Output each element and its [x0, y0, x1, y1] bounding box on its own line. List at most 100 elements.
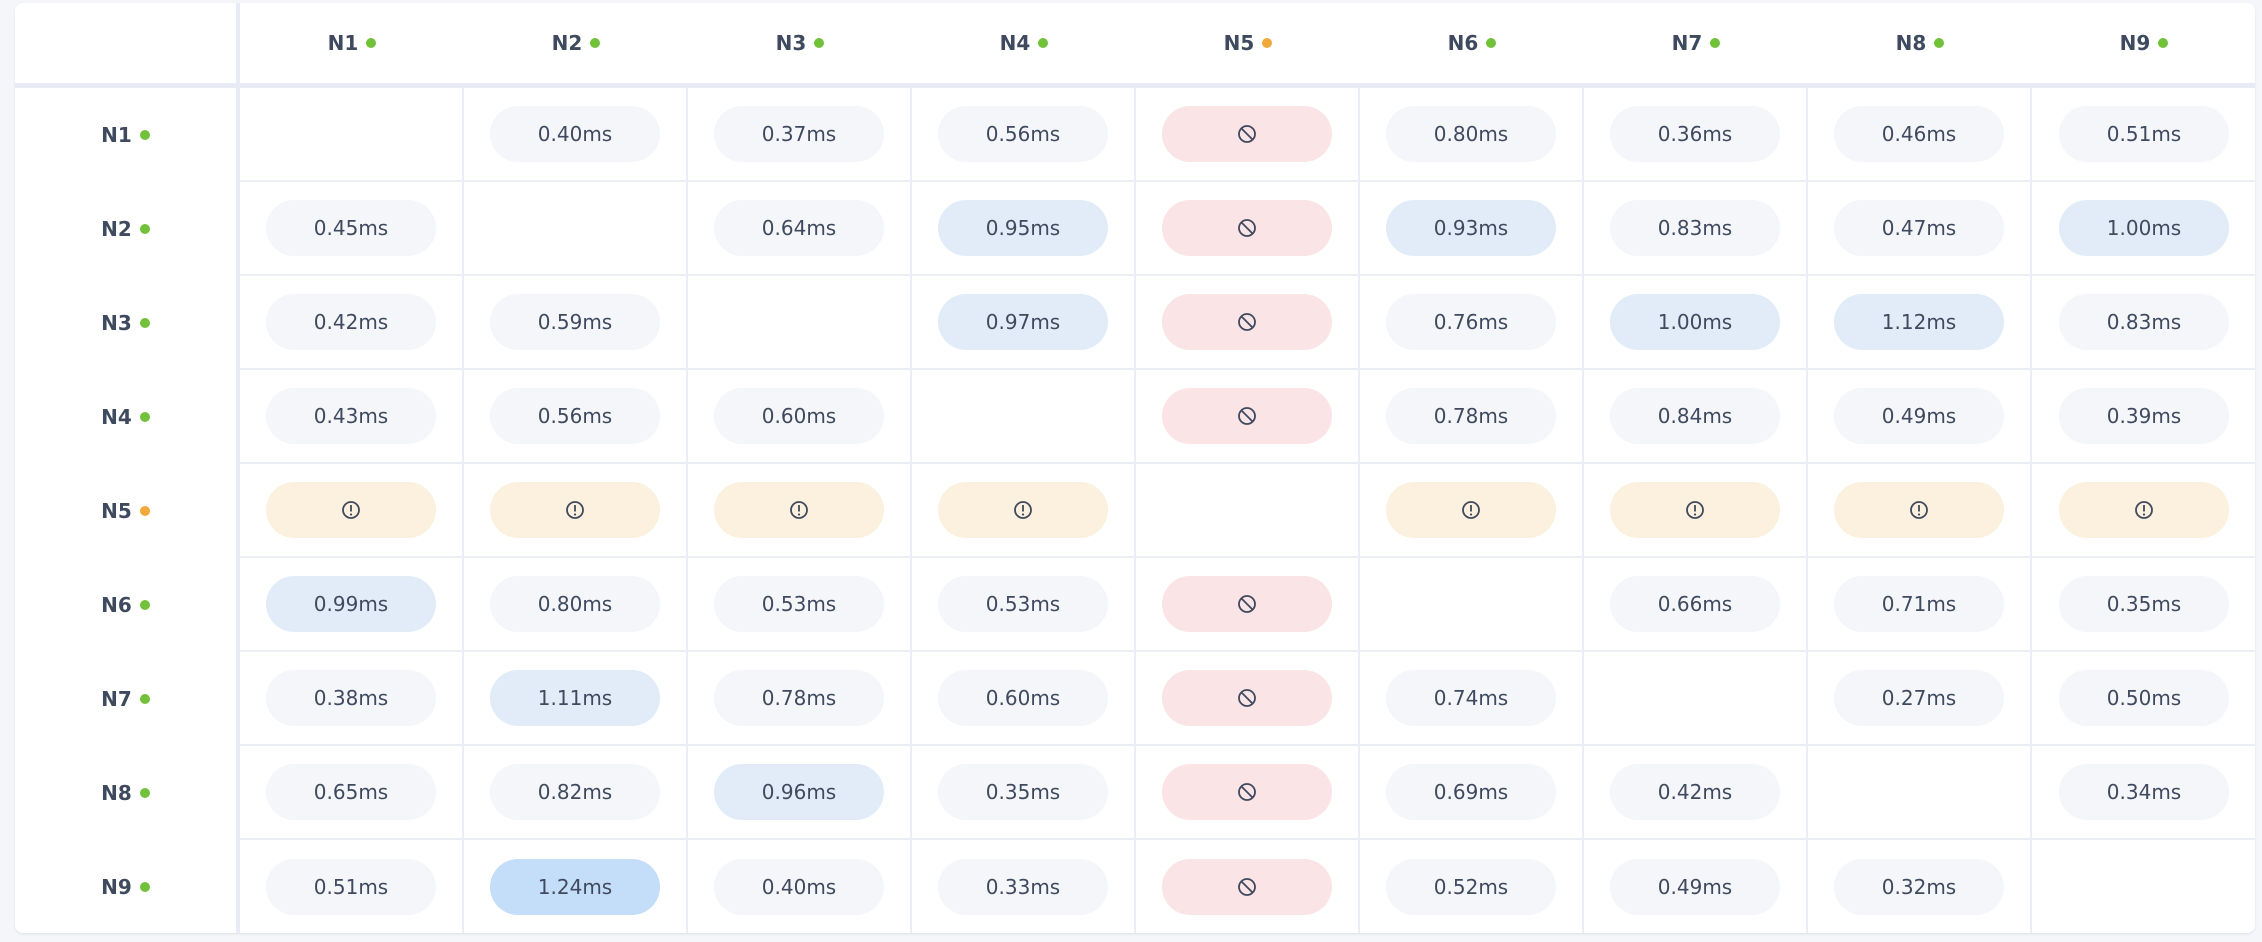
- matrix-cell: 0.51ms: [240, 840, 464, 933]
- latency-pill-normal[interactable]: 0.80ms: [1386, 106, 1556, 162]
- matrix-cell: 1.00ms: [2032, 182, 2255, 276]
- matrix-cell: 0.76ms: [1360, 276, 1584, 370]
- latency-pill-normal[interactable]: 0.56ms: [938, 106, 1108, 162]
- matrix-cell: 0.56ms: [464, 370, 688, 464]
- latency-pill-normal[interactable]: 0.34ms: [2059, 764, 2229, 820]
- latency-pill-normal[interactable]: 0.49ms: [1610, 859, 1780, 915]
- latency-pill-normal[interactable]: 0.53ms: [714, 576, 884, 632]
- latency-pill-warning[interactable]: [1834, 482, 2004, 538]
- latency-pill-normal[interactable]: 0.32ms: [1834, 859, 2004, 915]
- matrix-cell: 0.84ms: [1584, 370, 1808, 464]
- latency-pill-blocked[interactable]: [1162, 388, 1332, 444]
- row-header-n8: N8: [15, 746, 240, 840]
- latency-pill-normal[interactable]: 0.76ms: [1386, 294, 1556, 350]
- latency-pill-normal[interactable]: 0.42ms: [1610, 764, 1780, 820]
- latency-pill-elevated[interactable]: 1.11ms: [490, 670, 660, 726]
- status-dot-online: [814, 38, 825, 48]
- matrix-cell: 0.69ms: [1360, 746, 1584, 840]
- matrix-cell: 0.35ms: [2032, 558, 2255, 652]
- status-dot-online: [139, 694, 150, 704]
- blocked-icon: [1237, 877, 1257, 897]
- warning-icon: [1013, 500, 1033, 520]
- latency-pill-normal[interactable]: 0.52ms: [1386, 859, 1556, 915]
- latency-pill-normal[interactable]: 0.83ms: [1610, 200, 1780, 256]
- latency-pill-normal[interactable]: 0.46ms: [1834, 106, 2004, 162]
- latency-pill-normal[interactable]: 0.64ms: [714, 200, 884, 256]
- latency-pill-warning[interactable]: [490, 482, 660, 538]
- latency-pill-normal[interactable]: 0.39ms: [2059, 388, 2229, 444]
- latency-pill-blocked[interactable]: [1162, 200, 1332, 256]
- latency-pill-normal[interactable]: 0.36ms: [1610, 106, 1780, 162]
- row-header-label: N6: [101, 593, 132, 617]
- latency-pill-normal[interactable]: 0.78ms: [714, 670, 884, 726]
- latency-pill-blocked[interactable]: [1162, 670, 1332, 726]
- status-dot-online: [139, 412, 150, 422]
- latency-pill-elevated[interactable]: 1.00ms: [2059, 200, 2229, 256]
- latency-pill-normal[interactable]: 0.40ms: [490, 106, 660, 162]
- latency-pill-normal[interactable]: 0.33ms: [938, 859, 1108, 915]
- warning-icon: [565, 500, 585, 520]
- latency-pill-normal[interactable]: 0.42ms: [266, 294, 436, 350]
- latency-pill-normal[interactable]: 0.83ms: [2059, 294, 2229, 350]
- latency-pill-normal[interactable]: 0.56ms: [490, 388, 660, 444]
- latency-pill-blocked[interactable]: [1162, 576, 1332, 632]
- matrix-cell: [464, 182, 688, 276]
- row-header-label: N5: [101, 499, 132, 523]
- latency-pill-elevated[interactable]: 1.12ms: [1834, 294, 2004, 350]
- latency-pill-normal[interactable]: 0.35ms: [2059, 576, 2229, 632]
- latency-pill-warning[interactable]: [2059, 482, 2229, 538]
- corner-cell: [15, 3, 240, 88]
- latency-pill-high[interactable]: 1.24ms: [490, 859, 660, 915]
- latency-pill-warning[interactable]: [714, 482, 884, 538]
- column-header-n6: N6: [1360, 3, 1584, 88]
- latency-pill-elevated[interactable]: 1.00ms: [1610, 294, 1780, 350]
- latency-pill-normal[interactable]: 0.40ms: [714, 859, 884, 915]
- latency-pill-normal[interactable]: 0.59ms: [490, 294, 660, 350]
- latency-pill-normal[interactable]: 0.71ms: [1834, 576, 2004, 632]
- latency-pill-normal[interactable]: 0.60ms: [714, 388, 884, 444]
- column-header-n4: N4: [912, 3, 1136, 88]
- latency-pill-elevated[interactable]: 0.96ms: [714, 764, 884, 820]
- latency-pill-normal[interactable]: 0.38ms: [266, 670, 436, 726]
- latency-pill-warning[interactable]: [266, 482, 436, 538]
- column-header-n7: N7: [1584, 3, 1808, 88]
- latency-pill-normal[interactable]: 0.66ms: [1610, 576, 1780, 632]
- latency-pill-normal[interactable]: 0.27ms: [1834, 670, 2004, 726]
- latency-pill-normal[interactable]: 0.80ms: [490, 576, 660, 632]
- latency-pill-normal[interactable]: 0.60ms: [938, 670, 1108, 726]
- latency-pill-normal[interactable]: 0.50ms: [2059, 670, 2229, 726]
- latency-pill-blocked[interactable]: [1162, 764, 1332, 820]
- latency-pill-normal[interactable]: 0.47ms: [1834, 200, 2004, 256]
- latency-pill-normal[interactable]: 0.69ms: [1386, 764, 1556, 820]
- status-dot-online: [1710, 38, 1721, 48]
- matrix-cell: 0.40ms: [688, 840, 912, 933]
- latency-pill-warning[interactable]: [1386, 482, 1556, 538]
- matrix-cell: [240, 464, 464, 558]
- latency-pill-elevated[interactable]: 0.93ms: [1386, 200, 1556, 256]
- latency-pill-normal[interactable]: 0.65ms: [266, 764, 436, 820]
- matrix-cell: 0.78ms: [1360, 370, 1584, 464]
- column-header-label: N6: [1447, 31, 1479, 55]
- latency-pill-elevated[interactable]: 0.95ms: [938, 200, 1108, 256]
- column-header-n2: N2: [464, 3, 688, 88]
- latency-pill-blocked[interactable]: [1162, 294, 1332, 350]
- latency-pill-normal[interactable]: 0.82ms: [490, 764, 660, 820]
- matrix-cell: 0.35ms: [912, 746, 1136, 840]
- latency-pill-normal[interactable]: 0.51ms: [2059, 106, 2229, 162]
- latency-pill-warning[interactable]: [1610, 482, 1780, 538]
- latency-pill-elevated[interactable]: 0.99ms: [266, 576, 436, 632]
- latency-pill-normal[interactable]: 0.45ms: [266, 200, 436, 256]
- latency-pill-normal[interactable]: 0.35ms: [938, 764, 1108, 820]
- latency-pill-normal[interactable]: 0.53ms: [938, 576, 1108, 632]
- latency-pill-normal[interactable]: 0.84ms: [1610, 388, 1780, 444]
- latency-pill-normal[interactable]: 0.43ms: [266, 388, 436, 444]
- latency-pill-normal[interactable]: 0.74ms: [1386, 670, 1556, 726]
- latency-pill-blocked[interactable]: [1162, 859, 1332, 915]
- latency-pill-warning[interactable]: [938, 482, 1108, 538]
- latency-pill-normal[interactable]: 0.49ms: [1834, 388, 2004, 444]
- latency-pill-normal[interactable]: 0.37ms: [714, 106, 884, 162]
- latency-pill-blocked[interactable]: [1162, 106, 1332, 162]
- latency-pill-elevated[interactable]: 0.97ms: [938, 294, 1108, 350]
- latency-pill-normal[interactable]: 0.78ms: [1386, 388, 1556, 444]
- latency-pill-normal[interactable]: 0.51ms: [266, 859, 436, 915]
